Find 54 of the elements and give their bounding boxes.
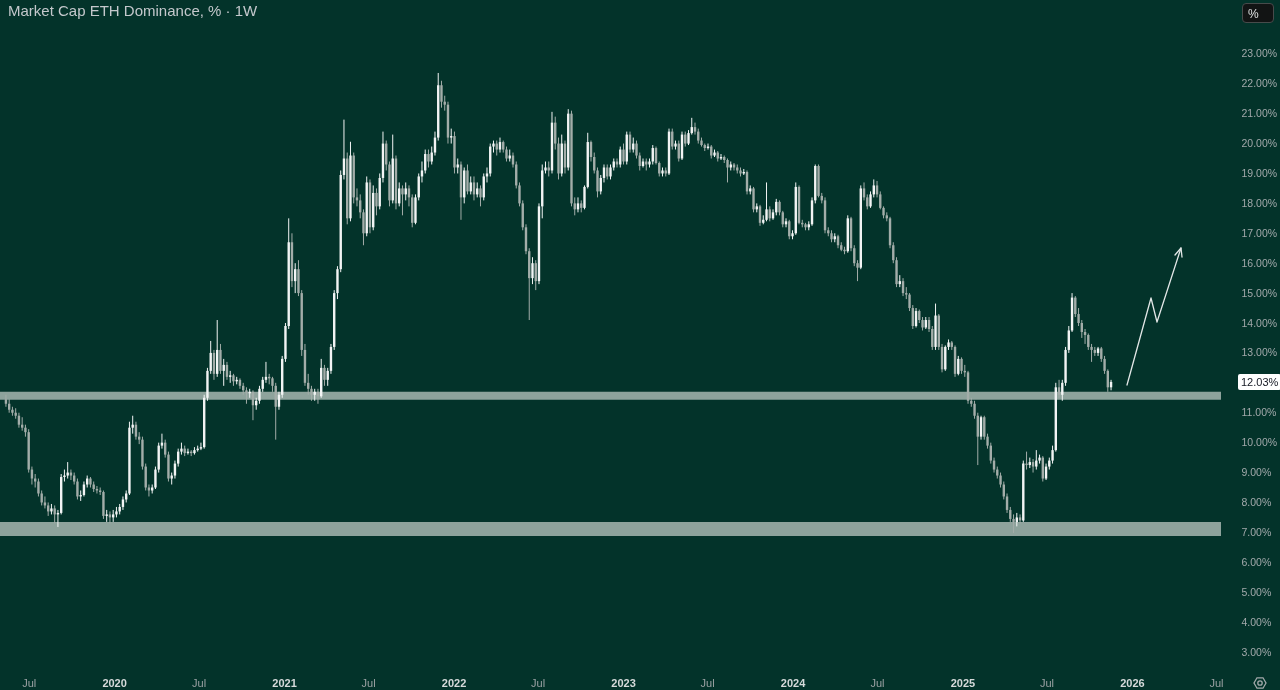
y-tick-label: 18.00% [1241,196,1278,209]
candlestick [622,143,625,165]
candlestick [479,184,482,207]
chart-title: Market Cap ETH Dominance, % · 1W [8,2,258,20]
y-tick-label: 8.00% [1241,495,1272,508]
x-tick-label: 2024 [780,676,807,689]
x-tick-label: 2021 [272,676,297,689]
x-tick-label: Jul [870,676,885,689]
y-tick-label: 6.00% [1241,555,1272,568]
candlestick [323,364,326,387]
y-tick-label: 15.00% [1241,286,1278,299]
x-tick-label: Jul [531,676,546,689]
text: 12.03% [1238,373,1280,390]
candlestick [1035,449,1038,471]
candlestick [752,186,755,213]
x-tick-label: Jul [22,676,37,689]
y-tick-label: 5.00% [1241,585,1272,598]
y-tick-label: 17.00% [1241,226,1278,239]
candlestick [440,80,443,109]
x-tick-label: Jul [192,676,207,689]
y-tick-label: 11.00% [1241,406,1277,419]
x-tick-label: Jul [361,676,376,689]
percent-button: % [1242,3,1274,23]
x-tick-label: Jul [700,676,715,689]
candlestick [401,184,404,216]
x-tick-label: 2026 [1120,676,1145,689]
y-tick-label: 22.00% [1241,77,1278,90]
candlestick [531,256,534,285]
x-tick-label: Jul [1039,676,1055,689]
x-tick-label: Jul [1209,676,1224,689]
y-tick-label: 7.00% [1241,525,1272,538]
y-tick-label: 14.00% [1241,316,1278,329]
x-tick-label: 2025 [950,676,976,689]
candlestick [765,181,768,222]
y-tick-label: 9.00% [1241,466,1272,479]
candlestick [375,187,378,216]
x-tick-label: 2022 [441,676,467,689]
y-tick-label: 4.00% [1241,615,1272,628]
candlestick [466,164,469,195]
candlestick [726,158,729,183]
candlestick [102,490,105,520]
y-tick-label: 10.00% [1241,436,1278,449]
y-tick-label: 23.00% [1241,47,1278,60]
candlestick [219,343,222,375]
y-tick-label: 3.00% [1241,645,1272,658]
y-tick-label: 13.00% [1241,346,1278,359]
y-tick-label: 16.00% [1241,256,1278,269]
candlestick [4,394,8,408]
candlestick [719,153,723,161]
x-tick-label: 2023 [611,676,636,689]
x-tick-label: 2020 [102,676,127,689]
y-tick-label: 20.00% [1241,137,1278,150]
y-tick-label: 21.00% [1241,107,1278,120]
y-tick-label: 19.00% [1241,166,1278,179]
